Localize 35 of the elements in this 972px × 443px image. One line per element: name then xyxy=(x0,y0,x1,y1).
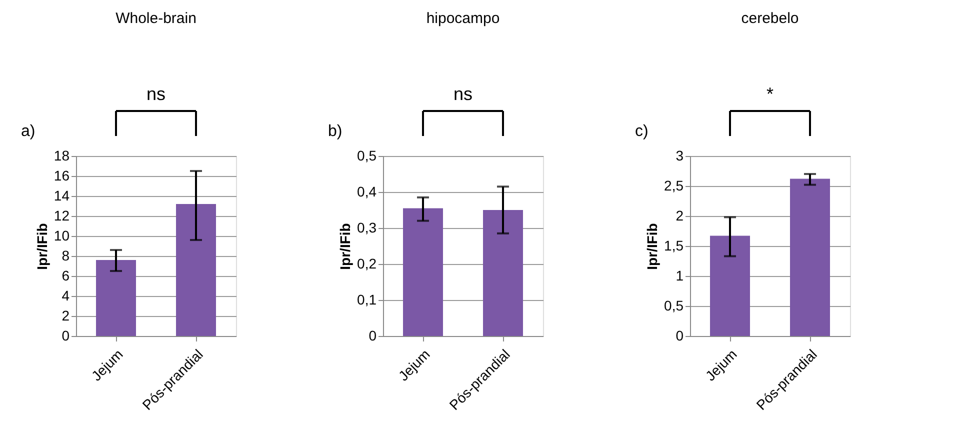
y-tick-label: 0,1 xyxy=(357,292,377,308)
y-tick-label: 0,2 xyxy=(357,256,377,272)
text: ns xyxy=(453,84,473,104)
chart-title: hipocampo xyxy=(426,10,500,27)
y-tick-label: 16 xyxy=(54,168,70,184)
y-tick-label: 0,5 xyxy=(664,298,684,314)
y-tick-label: 1,5 xyxy=(664,238,684,254)
y-tick-label: 10 xyxy=(54,228,70,244)
y-tick-label: 0,5 xyxy=(357,148,377,164)
text: ns xyxy=(146,84,166,104)
y-tick-label: 14 xyxy=(54,188,70,204)
y-axis-title: Ipr/IFib xyxy=(644,223,660,270)
text: b) xyxy=(328,123,342,140)
text: a) xyxy=(21,123,36,140)
y-tick-label: 0 xyxy=(62,328,70,344)
y-axis-title: Ipr/IFib xyxy=(34,223,50,270)
y-tick-label: 12 xyxy=(54,208,70,224)
chart-title: cerebelo xyxy=(741,10,799,27)
y-tick-label: 6 xyxy=(62,268,70,284)
y-tick-label: 2 xyxy=(676,208,684,224)
y-tick-label: 3 xyxy=(676,148,684,164)
y-axis-title: Ipr/IFib xyxy=(337,223,354,270)
y-tick-label: 2 xyxy=(62,308,70,324)
text: * xyxy=(766,84,774,104)
y-tick-label: 2,5 xyxy=(664,178,684,194)
chart-title: Whole-brain xyxy=(116,10,196,27)
y-tick-label: 4 xyxy=(62,288,70,304)
y-tick-label: 18 xyxy=(54,148,70,164)
y-tick-label: 0 xyxy=(368,328,377,344)
text: c) xyxy=(635,123,648,140)
y-tick-label: 0 xyxy=(676,328,684,344)
y-tick-label: 1 xyxy=(676,268,684,284)
y-tick-label: 0,3 xyxy=(357,220,377,236)
y-tick-label: 0,4 xyxy=(357,184,377,200)
y-tick-label: 8 xyxy=(62,248,70,264)
